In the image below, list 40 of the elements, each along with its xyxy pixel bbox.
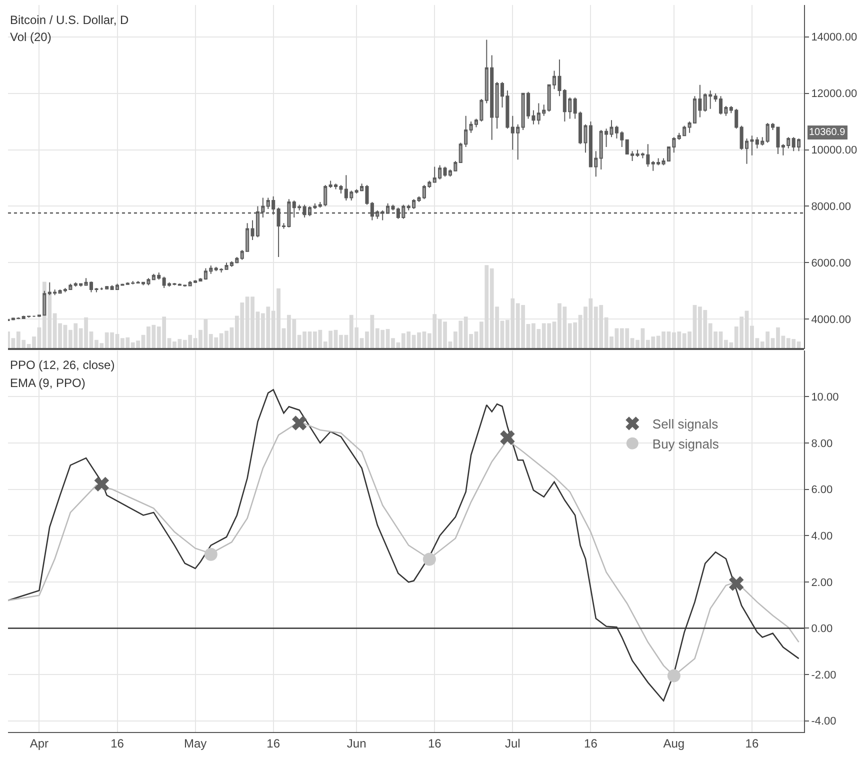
x-tick-label: May [184, 736, 207, 750]
y-tick-label: 0.00 [811, 623, 833, 636]
legend-label: Sell signals [652, 416, 719, 432]
x-tick-label: 16 [584, 736, 598, 750]
chart-title: Vol (20) [10, 30, 52, 44]
y-tick-label: -4.00 [811, 716, 836, 728]
y-tick-label: 2.00 [811, 576, 833, 589]
x-tick-label: Aug [663, 736, 685, 750]
point [422, 552, 436, 566]
y-tick-label: 8.00 [811, 438, 833, 450]
x-tick-label: Jul [504, 736, 520, 750]
x-tick-label: Jun [346, 736, 366, 750]
x-tick-label: 16 [428, 736, 442, 750]
y-tick-label: 6.00 [811, 484, 833, 496]
candlestick [105, 286, 109, 290]
y-tick-label: 8000.00 [811, 201, 851, 214]
y-tick-label: 10.00 [811, 391, 839, 404]
point [204, 548, 218, 561]
point [292, 416, 307, 430]
y-tick-label: 4000.00 [811, 314, 851, 326]
y-tick-label: 6000.00 [811, 257, 851, 270]
point [729, 576, 744, 591]
x-tick-label: Apr [30, 736, 49, 750]
y-tick-label: 12000.00 [811, 88, 858, 100]
x-tick-label: 16 [110, 736, 124, 750]
annotation: 10360.9 [809, 127, 846, 138]
text: EMA (9, PPO) [10, 376, 86, 390]
y-tick-label: 14000.00 [811, 32, 858, 44]
text: Bitcoin / U.S. Dollar, D [10, 13, 130, 27]
point [500, 430, 515, 445]
candlestick [100, 286, 104, 291]
y-tick-label: 4.00 [811, 530, 833, 542]
x-tick-label: 16 [745, 736, 759, 750]
point [94, 476, 110, 492]
y-tick-label: -2.00 [811, 669, 836, 682]
text: PPO (12, 26, close) [10, 358, 115, 372]
point [667, 669, 680, 682]
legend-label: Buy signals [652, 436, 720, 452]
x-tick-label: 16 [266, 736, 280, 750]
y-tick-label: 10000.00 [811, 144, 858, 157]
